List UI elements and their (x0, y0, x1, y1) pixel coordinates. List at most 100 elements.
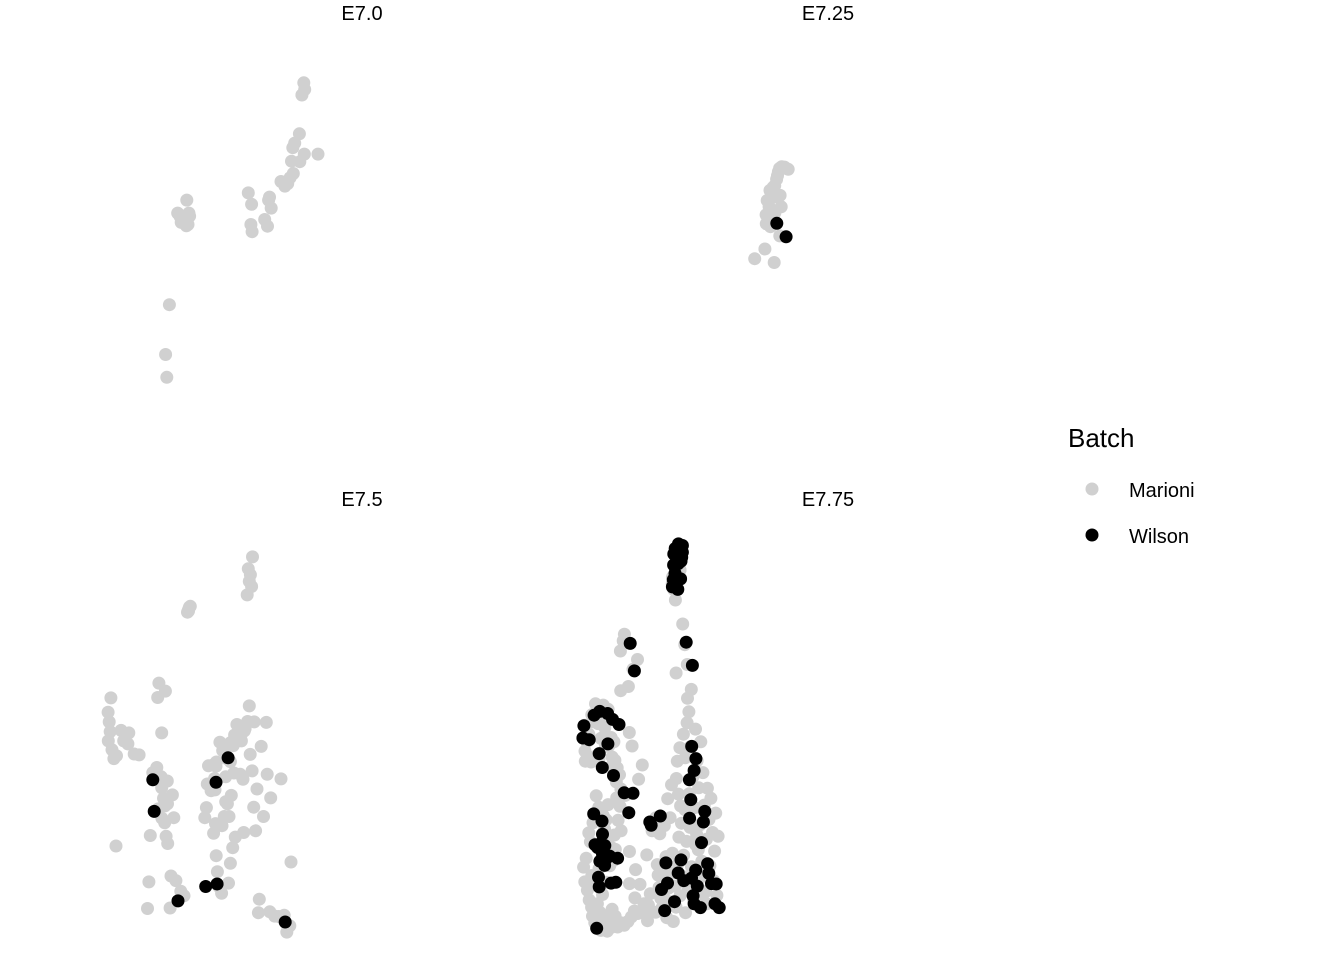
facet-panel-e7-25: E7.25 (748, 3, 854, 269)
point-marioni (582, 826, 596, 840)
point-marioni (198, 811, 212, 825)
point-marioni (246, 550, 259, 564)
point-wilson (592, 870, 605, 884)
point-wilson (684, 793, 698, 807)
point-marioni (678, 751, 692, 765)
point-marioni (622, 726, 636, 739)
point-marioni (623, 877, 636, 891)
point-marioni (608, 909, 622, 923)
point-wilson (596, 827, 609, 841)
point-marioni (635, 758, 649, 772)
point-marioni (629, 863, 643, 877)
legend-key-marioni (1085, 482, 1099, 496)
point-marioni (711, 829, 725, 843)
facet-panel-e7-75: E7.75 (576, 489, 854, 938)
point-marioni (260, 767, 274, 781)
point-marioni (590, 897, 604, 911)
point-marioni (264, 791, 278, 805)
point-marioni (263, 190, 276, 204)
point-wilson (147, 804, 161, 818)
point-marioni (689, 722, 702, 736)
point-marioni (242, 699, 256, 713)
point-wilson (667, 547, 681, 561)
point-wilson (689, 752, 703, 766)
point-wilson (582, 733, 596, 747)
point-marioni (122, 726, 136, 740)
point-marioni (614, 824, 628, 838)
point-wilson (623, 636, 637, 650)
point-marioni (169, 874, 183, 888)
point-marioni (158, 684, 172, 698)
point-marioni (228, 728, 242, 742)
facet-title: E7.75 (802, 489, 854, 511)
point-marioni (682, 705, 696, 719)
point-marioni (676, 727, 690, 741)
point-marioni (210, 865, 224, 879)
point-wilson (667, 558, 681, 572)
point-wilson (592, 880, 606, 894)
point-marioni (238, 722, 252, 736)
point-wilson (689, 863, 703, 877)
point-marioni (159, 348, 173, 361)
point-marioni (623, 845, 636, 858)
point-marioni (611, 813, 625, 827)
point-marioni (247, 800, 261, 814)
point-marioni (293, 155, 307, 169)
point-marioni (661, 792, 675, 806)
point-marioni (628, 891, 642, 905)
point-marioni (110, 749, 123, 763)
point-marioni (264, 201, 278, 215)
point-marioni (180, 193, 194, 207)
point-marioni (625, 739, 639, 753)
point-wilson (779, 230, 793, 244)
point-marioni (160, 774, 174, 788)
point-marioni (259, 715, 273, 729)
point-marioni (679, 906, 692, 920)
point-wilson (665, 580, 679, 594)
point-marioni (669, 666, 683, 680)
point-marioni (121, 737, 135, 751)
legend-label-wilson: Wilson (1129, 526, 1189, 548)
point-wilson (644, 818, 658, 832)
point-wilson (653, 809, 667, 823)
point-marioni (226, 841, 240, 855)
point-wilson (674, 572, 688, 586)
facet-panels: E7.0 E7.25 E7.5 E7.75 (101, 3, 854, 939)
point-wilson (709, 877, 723, 891)
point-wilson (659, 856, 673, 870)
point-wilson (592, 747, 606, 761)
point-marioni (257, 810, 270, 823)
point-wilson (577, 719, 591, 733)
point-wilson (701, 857, 715, 871)
point-marioni (132, 748, 146, 762)
point-wilson (609, 875, 623, 889)
point-marioni (589, 789, 603, 803)
point-marioni (245, 197, 259, 211)
point-marioni (781, 162, 795, 176)
point-wilson (674, 853, 688, 867)
point-marioni (684, 682, 698, 696)
point-marioni (261, 219, 274, 233)
point-wilson (171, 894, 185, 908)
point-marioni (182, 600, 196, 614)
point-marioni (141, 902, 154, 915)
point-marioni (243, 747, 257, 761)
point-wilson (712, 901, 726, 915)
point-wilson (658, 904, 672, 918)
point-marioni (101, 705, 115, 719)
point-wilson (770, 216, 784, 230)
point-marioni (209, 817, 222, 831)
facet-title: E7.25 (802, 3, 854, 25)
point-wilson (612, 718, 626, 731)
point-wilson (278, 915, 292, 929)
point-marioni (247, 715, 261, 729)
point-wilson (611, 851, 625, 865)
point-marioni (578, 744, 592, 758)
point-wilson (607, 769, 620, 782)
point-wilson (595, 761, 609, 774)
point-marioni (631, 653, 644, 666)
point-marioni (237, 826, 251, 839)
point-wilson (590, 921, 604, 935)
point-marioni (674, 799, 688, 813)
